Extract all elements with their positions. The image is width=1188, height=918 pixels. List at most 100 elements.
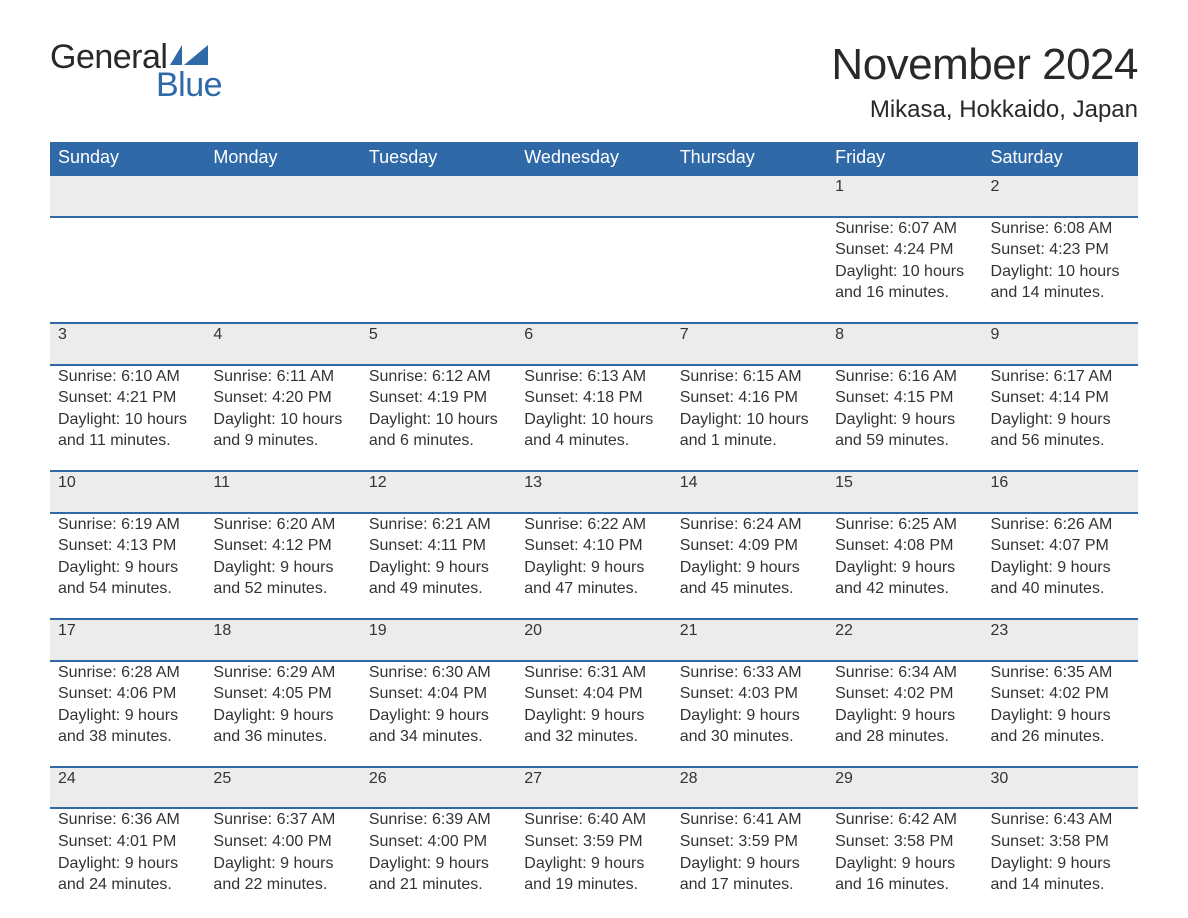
dayheader-thu: Thursday	[672, 142, 827, 175]
sunrise-text: Sunrise: 6:30 AM	[369, 662, 508, 684]
day-number-cell: 23	[983, 619, 1138, 661]
day-details-cell: Sunrise: 6:29 AMSunset: 4:05 PMDaylight:…	[205, 661, 360, 767]
location-label: Mikasa, Hokkaido, Japan	[831, 96, 1138, 124]
day-number-cell: 12	[361, 471, 516, 513]
sunrise-text: Sunrise: 6:40 AM	[524, 809, 663, 831]
sunset-text: Sunset: 4:23 PM	[991, 239, 1130, 261]
dayheader-sun: Sunday	[50, 142, 205, 175]
day-details-cell: Sunrise: 6:17 AMSunset: 4:14 PMDaylight:…	[983, 365, 1138, 471]
daylight-text: Daylight: 9 hours and 40 minutes.	[991, 557, 1130, 600]
day-details-cell: Sunrise: 6:10 AMSunset: 4:21 PMDaylight:…	[50, 365, 205, 471]
day-number-cell: 17	[50, 619, 205, 661]
week-daynum-row: 17181920212223	[50, 619, 1138, 661]
daylight-text: Daylight: 9 hours and 54 minutes.	[58, 557, 197, 600]
daylight-text: Daylight: 9 hours and 19 minutes.	[524, 853, 663, 896]
day-details-cell: Sunrise: 6:39 AMSunset: 4:00 PMDaylight:…	[361, 808, 516, 903]
day-number-cell: 26	[361, 767, 516, 809]
day-number-cell	[50, 175, 205, 217]
sunrise-text: Sunrise: 6:24 AM	[680, 514, 819, 536]
sunset-text: Sunset: 4:08 PM	[835, 535, 974, 557]
daylight-text: Daylight: 10 hours and 9 minutes.	[213, 409, 352, 452]
sunset-text: Sunset: 4:00 PM	[213, 831, 352, 853]
day-details-cell: Sunrise: 6:34 AMSunset: 4:02 PMDaylight:…	[827, 661, 982, 767]
day-details-cell: Sunrise: 6:31 AMSunset: 4:04 PMDaylight:…	[516, 661, 671, 767]
sunset-text: Sunset: 4:06 PM	[58, 683, 197, 705]
day-details-cell: Sunrise: 6:19 AMSunset: 4:13 PMDaylight:…	[50, 513, 205, 619]
day-details-cell: Sunrise: 6:24 AMSunset: 4:09 PMDaylight:…	[672, 513, 827, 619]
day-details-cell	[361, 217, 516, 323]
brand-logo: General Blue	[50, 40, 222, 103]
day-details-cell: Sunrise: 6:07 AMSunset: 4:24 PMDaylight:…	[827, 217, 982, 323]
sunrise-text: Sunrise: 6:16 AM	[835, 366, 974, 388]
sunset-text: Sunset: 4:02 PM	[991, 683, 1130, 705]
day-details-cell	[50, 217, 205, 323]
day-number-cell: 14	[672, 471, 827, 513]
day-number-cell: 21	[672, 619, 827, 661]
day-details-cell: Sunrise: 6:37 AMSunset: 4:00 PMDaylight:…	[205, 808, 360, 903]
daylight-text: Daylight: 10 hours and 4 minutes.	[524, 409, 663, 452]
day-details-cell: Sunrise: 6:33 AMSunset: 4:03 PMDaylight:…	[672, 661, 827, 767]
sunset-text: Sunset: 4:16 PM	[680, 387, 819, 409]
day-number-cell: 1	[827, 175, 982, 217]
sunrise-text: Sunrise: 6:29 AM	[213, 662, 352, 684]
day-details-cell: Sunrise: 6:22 AMSunset: 4:10 PMDaylight:…	[516, 513, 671, 619]
sunrise-text: Sunrise: 6:21 AM	[369, 514, 508, 536]
day-number-cell: 25	[205, 767, 360, 809]
daylight-text: Daylight: 9 hours and 16 minutes.	[835, 853, 974, 896]
day-number-cell: 5	[361, 323, 516, 365]
sunset-text: Sunset: 3:59 PM	[680, 831, 819, 853]
sunrise-text: Sunrise: 6:35 AM	[991, 662, 1130, 684]
daylight-text: Daylight: 9 hours and 38 minutes.	[58, 705, 197, 748]
day-details-cell: Sunrise: 6:36 AMSunset: 4:01 PMDaylight:…	[50, 808, 205, 903]
sunrise-text: Sunrise: 6:42 AM	[835, 809, 974, 831]
daylight-text: Daylight: 9 hours and 42 minutes.	[835, 557, 974, 600]
day-number-cell: 6	[516, 323, 671, 365]
day-number-cell: 8	[827, 323, 982, 365]
day-number-cell: 15	[827, 471, 982, 513]
day-details-cell	[516, 217, 671, 323]
day-details-cell: Sunrise: 6:15 AMSunset: 4:16 PMDaylight:…	[672, 365, 827, 471]
day-number-cell	[205, 175, 360, 217]
sunset-text: Sunset: 4:09 PM	[680, 535, 819, 557]
sunset-text: Sunset: 4:01 PM	[58, 831, 197, 853]
sunrise-text: Sunrise: 6:25 AM	[835, 514, 974, 536]
brand-word-2: Blue	[156, 68, 222, 104]
sunrise-text: Sunrise: 6:26 AM	[991, 514, 1130, 536]
day-details-cell: Sunrise: 6:42 AMSunset: 3:58 PMDaylight:…	[827, 808, 982, 903]
day-details-cell: Sunrise: 6:08 AMSunset: 4:23 PMDaylight:…	[983, 217, 1138, 323]
day-details-cell	[205, 217, 360, 323]
sunset-text: Sunset: 3:58 PM	[991, 831, 1130, 853]
day-number-cell: 29	[827, 767, 982, 809]
day-details-cell: Sunrise: 6:12 AMSunset: 4:19 PMDaylight:…	[361, 365, 516, 471]
daylight-text: Daylight: 9 hours and 32 minutes.	[524, 705, 663, 748]
title-block: November 2024 Mikasa, Hokkaido, Japan	[831, 40, 1138, 124]
week-details-row: Sunrise: 6:19 AMSunset: 4:13 PMDaylight:…	[50, 513, 1138, 619]
sunset-text: Sunset: 4:19 PM	[369, 387, 508, 409]
daylight-text: Daylight: 9 hours and 24 minutes.	[58, 853, 197, 896]
daylight-text: Daylight: 9 hours and 28 minutes.	[835, 705, 974, 748]
day-number-cell: 18	[205, 619, 360, 661]
dayheader-mon: Monday	[205, 142, 360, 175]
sunrise-text: Sunrise: 6:28 AM	[58, 662, 197, 684]
day-number-cell: 11	[205, 471, 360, 513]
daylight-text: Daylight: 9 hours and 52 minutes.	[213, 557, 352, 600]
day-number-cell	[672, 175, 827, 217]
week-details-row: Sunrise: 6:28 AMSunset: 4:06 PMDaylight:…	[50, 661, 1138, 767]
sunset-text: Sunset: 3:58 PM	[835, 831, 974, 853]
daylight-text: Daylight: 10 hours and 11 minutes.	[58, 409, 197, 452]
sunrise-text: Sunrise: 6:31 AM	[524, 662, 663, 684]
daylight-text: Daylight: 10 hours and 1 minute.	[680, 409, 819, 452]
sunrise-text: Sunrise: 6:43 AM	[991, 809, 1130, 831]
day-number-cell: 3	[50, 323, 205, 365]
sunset-text: Sunset: 4:00 PM	[369, 831, 508, 853]
dayheader-fri: Friday	[827, 142, 982, 175]
day-number-cell: 9	[983, 323, 1138, 365]
daylight-text: Daylight: 9 hours and 22 minutes.	[213, 853, 352, 896]
sunrise-text: Sunrise: 6:19 AM	[58, 514, 197, 536]
day-number-cell: 20	[516, 619, 671, 661]
sunset-text: Sunset: 4:04 PM	[369, 683, 508, 705]
sunrise-text: Sunrise: 6:34 AM	[835, 662, 974, 684]
sunset-text: Sunset: 3:59 PM	[524, 831, 663, 853]
sunrise-text: Sunrise: 6:22 AM	[524, 514, 663, 536]
daylight-text: Daylight: 10 hours and 16 minutes.	[835, 261, 974, 304]
